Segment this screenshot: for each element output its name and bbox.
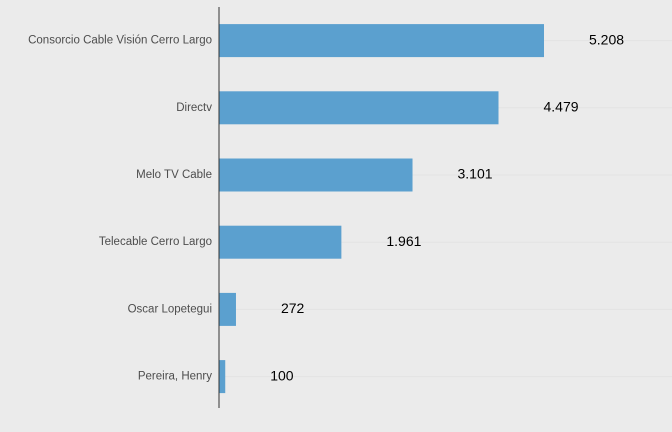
- bar: [219, 360, 226, 394]
- value-label: 100: [270, 367, 294, 383]
- category-label: Directv: [176, 102, 212, 114]
- value-label: 1.961: [386, 233, 421, 249]
- value-label: 3.101: [458, 166, 493, 182]
- bar: [219, 91, 499, 125]
- bars: [219, 24, 544, 394]
- category-label: Pereira, Henry: [138, 371, 212, 383]
- category-label: Consorcio Cable Visión Cerro Largo: [28, 35, 212, 47]
- value-label: 4.479: [544, 99, 579, 115]
- value-label: 272: [281, 300, 305, 316]
- bar: [219, 158, 413, 192]
- bar: [219, 292, 236, 326]
- category-label: Oscar Lopetegui: [128, 303, 212, 315]
- category-label: Melo TV Cable: [136, 169, 212, 181]
- bar: [219, 225, 342, 259]
- value-label: 5.208: [589, 31, 624, 47]
- category-labels: Consorcio Cable Visión Cerro Largo Direct…: [28, 35, 212, 383]
- bar: [219, 24, 544, 58]
- category-label: Telecable Cerro Largo: [99, 236, 212, 248]
- value-labels: 5.208 4.479 3.101 1.961 272 100: [270, 31, 624, 383]
